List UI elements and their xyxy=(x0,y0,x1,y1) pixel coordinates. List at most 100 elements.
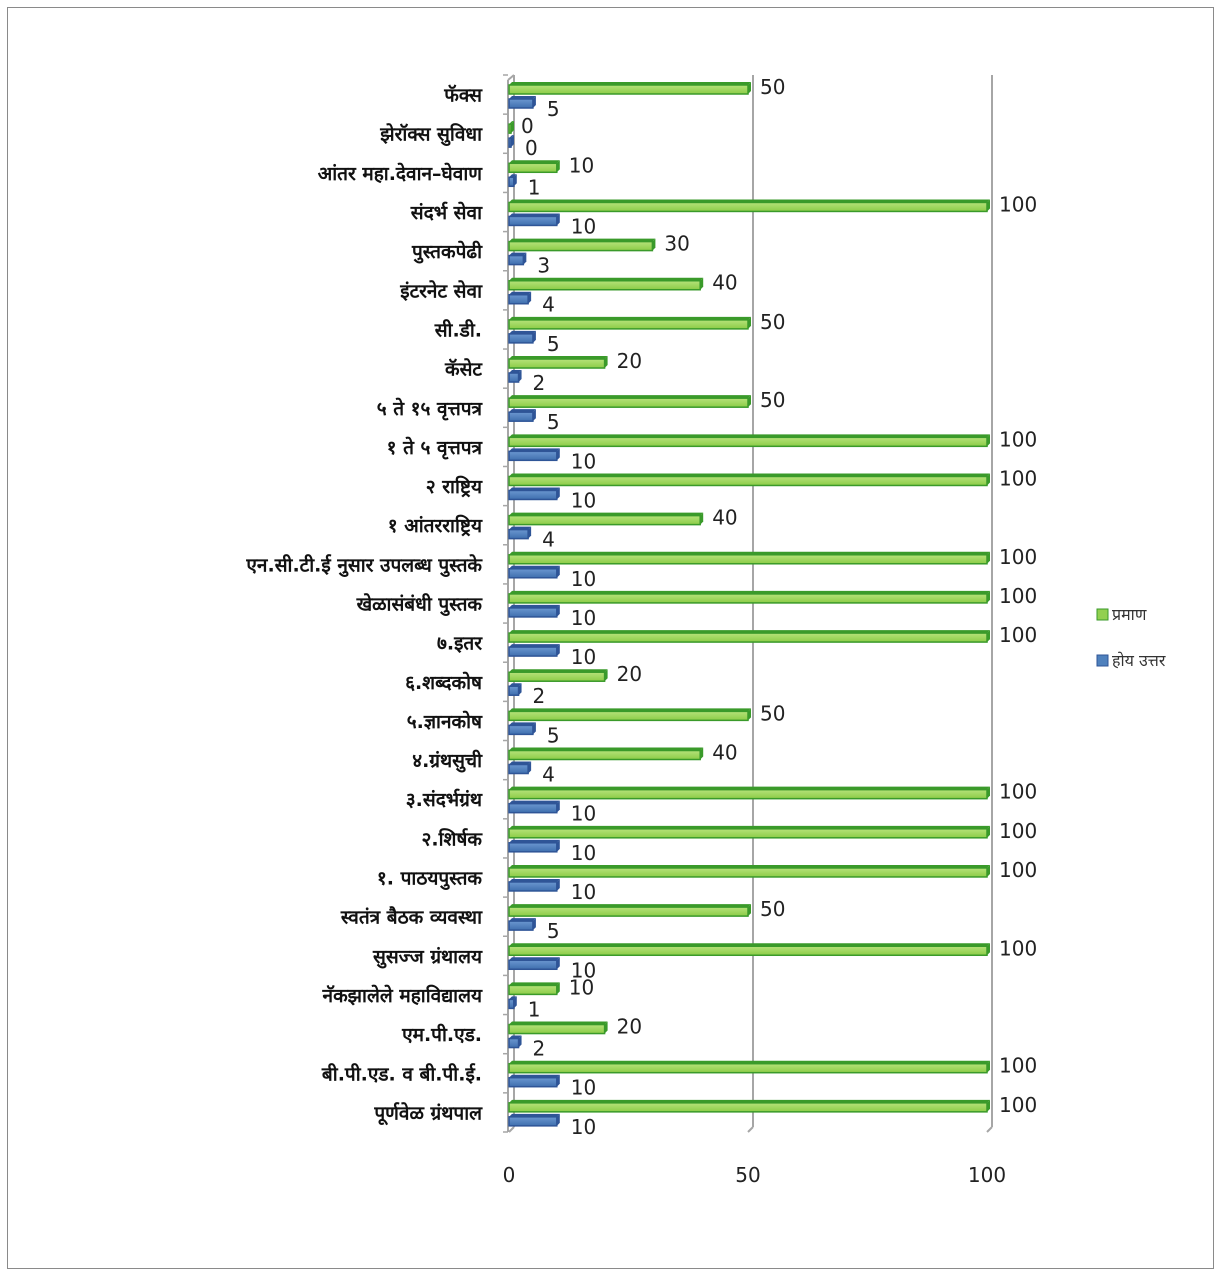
data-label-hoy-uttar: 10 xyxy=(571,880,596,904)
data-label-hoy-uttar: 10 xyxy=(571,449,596,473)
bar-hoy-uttar xyxy=(508,487,560,501)
data-label-hoy-uttar: 10 xyxy=(571,567,596,591)
bar-praman xyxy=(508,786,990,800)
bar-praman-front xyxy=(508,436,988,448)
data-label-praman: 100 xyxy=(999,780,1037,804)
bar-hoy-uttar-front xyxy=(508,98,534,109)
legend-swatch xyxy=(1096,608,1109,621)
bar-hoy-uttar-front xyxy=(508,646,558,657)
data-label-praman: 100 xyxy=(999,466,1037,490)
bar-praman xyxy=(508,82,751,95)
data-label-hoy-uttar: 10 xyxy=(571,802,596,826)
bar-praman xyxy=(508,160,560,174)
bar-praman xyxy=(508,199,990,213)
bar-hoy-uttar xyxy=(508,409,536,422)
bar-hoy-uttar-front xyxy=(508,489,558,501)
data-label-praman: 50 xyxy=(760,310,785,334)
category-label: सी.डी. xyxy=(434,318,482,341)
bar-praman xyxy=(508,943,990,957)
bar-hoy-uttar-side xyxy=(532,722,536,735)
bar-hoy-uttar-front xyxy=(508,842,558,853)
bar-praman-side xyxy=(700,747,704,760)
category-label: नॅकझालेले महाविद्यालय xyxy=(322,984,483,1007)
bar-praman xyxy=(508,395,751,408)
data-label-hoy-uttar: 10 xyxy=(571,488,596,512)
bar-praman-front xyxy=(508,319,749,330)
legend: प्रमाण होय उत्तर xyxy=(1096,605,1166,670)
bar-hoy-uttar xyxy=(508,800,560,814)
data-label-praman: 10 xyxy=(569,975,594,999)
data-label-praman: 20 xyxy=(617,662,642,686)
bar-praman xyxy=(508,904,751,917)
bar-hoy-uttar-front xyxy=(508,293,529,305)
bar-hoy-uttar-front xyxy=(508,568,558,579)
data-label-hoy-uttar: 10 xyxy=(571,214,596,238)
bar-hoy-uttar-front xyxy=(508,959,558,971)
bar-praman-front xyxy=(508,1062,988,1074)
data-label-praman: 50 xyxy=(760,897,785,921)
bar-hoy-uttar xyxy=(508,996,517,1010)
legend-label: होय उत्तर xyxy=(1112,651,1166,670)
bar-layer xyxy=(508,82,990,1127)
data-label-hoy-uttar: 10 xyxy=(571,1115,596,1139)
data-label-praman: 40 xyxy=(712,741,737,765)
bar-praman-front xyxy=(508,710,749,722)
bar-hoy-uttar-front xyxy=(508,254,525,266)
bar-praman xyxy=(508,316,751,330)
bar-praman xyxy=(508,121,514,134)
bar-praman xyxy=(508,864,990,878)
bar-praman-front xyxy=(508,279,701,291)
bar-praman xyxy=(508,238,656,252)
legend-swatch xyxy=(1096,654,1109,667)
bar-hoy-uttar xyxy=(508,1035,522,1049)
bar-hoy-uttar xyxy=(508,957,560,971)
bar-praman-front xyxy=(508,749,701,761)
data-label-praman: 50 xyxy=(760,75,785,99)
bar-hoy-uttar-front xyxy=(508,450,558,462)
data-label-praman: 100 xyxy=(999,545,1037,569)
category-label: खेळासंबंधी पुस्तक xyxy=(356,593,484,617)
data-label-praman: 100 xyxy=(999,192,1037,216)
category-label: पूर्णवेळ ग्रंथपाल xyxy=(373,1101,483,1125)
bar-hoy-uttar-front xyxy=(508,137,512,148)
bar-praman xyxy=(508,590,990,604)
bar-praman xyxy=(508,551,990,565)
bar-hoy-uttar-front xyxy=(508,215,558,227)
bar-praman-front xyxy=(508,632,988,643)
bar-praman-front xyxy=(508,906,749,917)
bar-hoy-uttar-side xyxy=(532,409,536,422)
bar-praman-front xyxy=(508,123,512,134)
bar-hoy-uttar-front xyxy=(508,685,520,696)
data-label-hoy-uttar: 5 xyxy=(547,97,560,121)
data-label-hoy-uttar: 10 xyxy=(571,606,596,630)
bar-hoy-uttar xyxy=(508,722,536,736)
bar-hoy-uttar-front xyxy=(508,1076,558,1088)
bar-hoy-uttar xyxy=(508,330,536,344)
bar-hoy-uttar xyxy=(508,213,560,227)
bar-hoy-uttar-front xyxy=(508,763,529,775)
bar-hoy-uttar-side xyxy=(513,174,517,187)
bar-praman xyxy=(508,825,990,839)
bar-praman-front xyxy=(508,84,749,95)
bar-hoy-uttar-front xyxy=(508,176,515,188)
bar-praman xyxy=(508,1060,990,1074)
data-label-praman: 100 xyxy=(999,1093,1037,1117)
data-label-praman: 100 xyxy=(999,623,1037,647)
legend-label: प्रमाण xyxy=(1112,605,1147,624)
category-label: ५.ज्ञानकोष xyxy=(407,710,483,733)
bar-hoy-uttar-front xyxy=(508,528,529,540)
data-label-hoy-uttar: 4 xyxy=(542,763,555,787)
bar-hoy-uttar xyxy=(508,252,527,266)
bar-praman-front xyxy=(508,945,988,957)
bar-hoy-uttar xyxy=(508,1113,560,1127)
bar-hoy-uttar-front xyxy=(508,607,558,618)
bar-hoy-uttar-side xyxy=(532,918,536,931)
bar-praman xyxy=(508,630,990,643)
category-label: इंटरनेट सेवा xyxy=(399,279,483,302)
bar-praman-side xyxy=(700,512,704,525)
data-label-hoy-uttar: 5 xyxy=(547,919,560,943)
bar-praman-side xyxy=(652,238,656,251)
category-label: स्वतंत्र बैठक व्यवस्था xyxy=(340,906,483,929)
bar-hoy-uttar-front xyxy=(508,411,534,422)
data-label-praman: 100 xyxy=(999,936,1037,960)
